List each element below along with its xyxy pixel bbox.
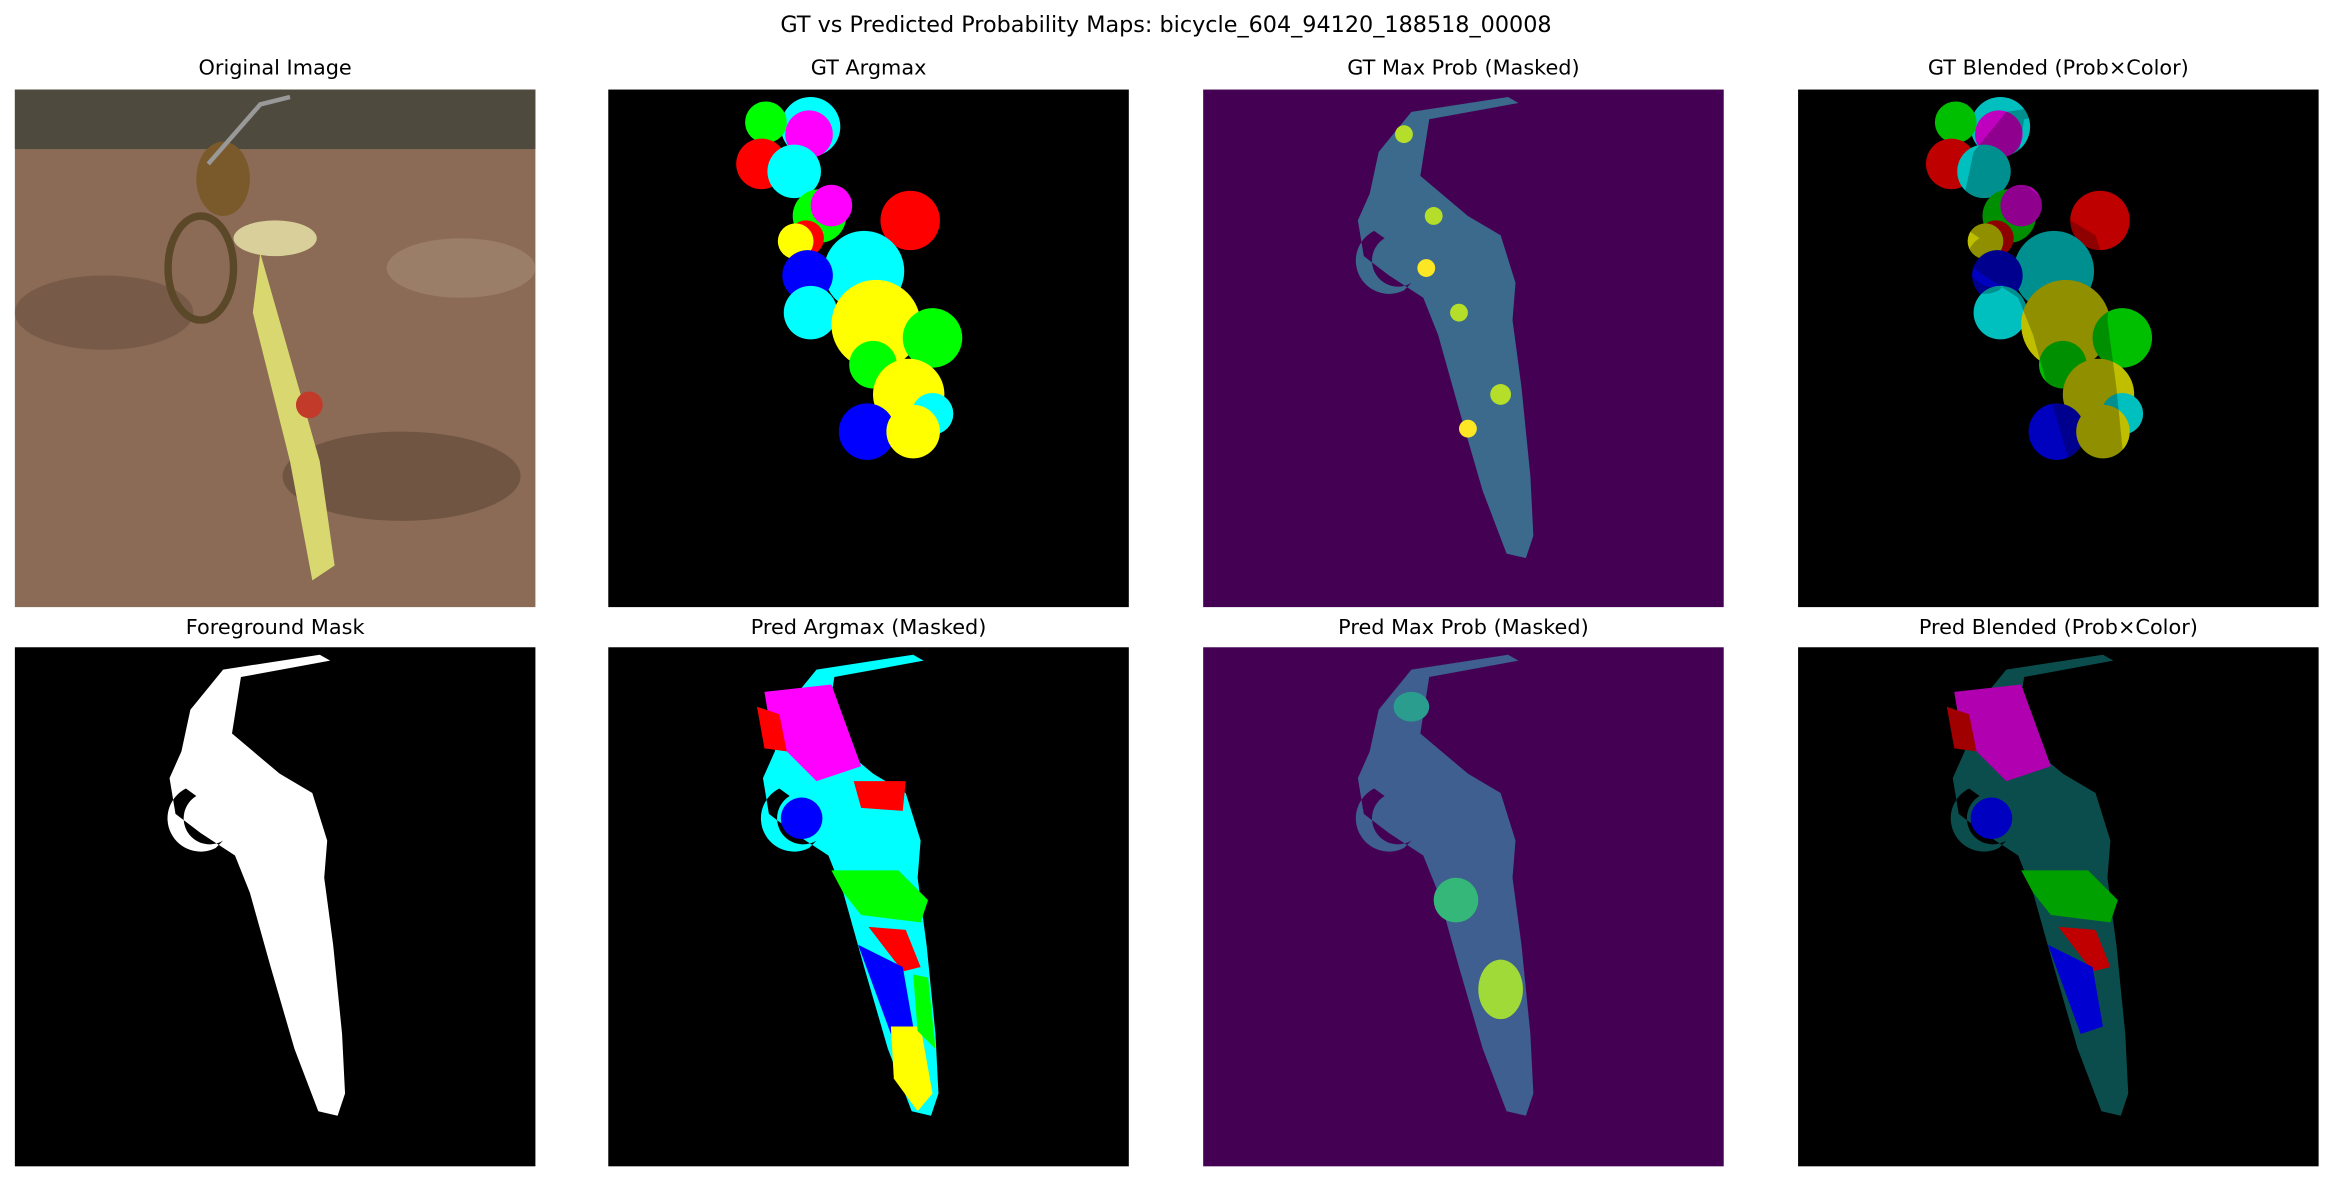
panel-title: Pred Max Prob (Masked) bbox=[1338, 615, 1589, 639]
panel-title: GT Argmax bbox=[811, 56, 927, 80]
panel-title: Foreground Mask bbox=[186, 615, 365, 639]
panel-title: Pred Argmax (Masked) bbox=[751, 615, 987, 639]
panel-title: Pred Blended (Prob×Color) bbox=[1919, 615, 2198, 639]
original-image bbox=[14, 89, 536, 608]
panel-title: GT Max Prob (Masked) bbox=[1347, 56, 1579, 80]
pred-max-prob-image bbox=[1203, 647, 1724, 1167]
pred-argmax-image bbox=[608, 647, 1129, 1167]
foreground-mask-image bbox=[14, 647, 536, 1167]
gt-blended-image bbox=[1798, 89, 2319, 608]
gt-max-prob-image bbox=[1203, 89, 1724, 608]
figure-title: GT vs Predicted Probability Maps: bicycl… bbox=[780, 12, 1551, 38]
pred-blended-image bbox=[1798, 647, 2319, 1167]
gt-argmax-image bbox=[608, 89, 1129, 608]
panel-title: GT Blended (Prob×Color) bbox=[1928, 56, 2189, 80]
panel-title: Original Image bbox=[199, 56, 352, 80]
